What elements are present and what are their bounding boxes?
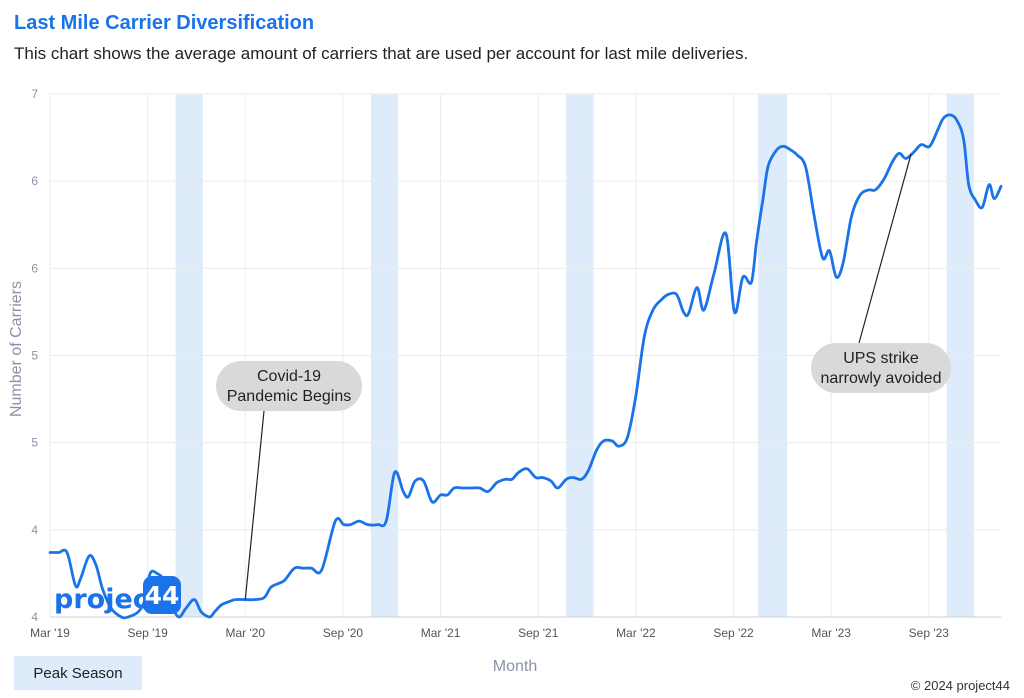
annotation-pointer [244,410,265,600]
y-tick-label: 4 [31,523,38,537]
x-tick-label: Mar '20 [225,626,265,640]
y-tick-label: 4 [31,610,38,624]
copyright-text: © 2024 project44 [910,678,1010,693]
x-tick-label: Sep '23 [909,626,950,640]
annotation-callout: Covid-19 Pandemic Begins [216,361,362,600]
x-tick-label: Sep '20 [323,626,364,640]
chart-title: Last Mile Carrier Diversification [14,12,315,34]
annotation-box [811,343,951,393]
annotation-text: UPS strike [843,350,919,367]
x-tick-label: Mar '21 [421,626,461,640]
logo-badge [143,576,181,614]
y-tick-label: 5 [31,436,38,450]
x-axis-title: Month [492,658,538,675]
carriers-series-line [48,113,1003,620]
y-axis-title: Number of Carriers [8,280,25,418]
y-tick-label: 7 [31,87,38,101]
annotation-text: Pandemic Begins [227,388,352,405]
y-tick-label: 5 [31,349,38,363]
y-tick-label: 6 [31,174,38,188]
x-tick-label: Sep '19 [127,626,168,640]
y-tick-label: 6 [31,261,38,275]
chart-subtitle: This chart shows the average amount of c… [14,44,749,63]
x-tick-label: Mar '23 [811,626,851,640]
x-tick-label: Sep '22 [713,626,754,640]
annotation-pointer [858,154,912,344]
annotation-text: Covid-19 [257,368,321,385]
x-tick-label: Mar '22 [616,626,656,640]
logo-number: 44 [145,581,180,610]
legend-peak-season: Peak Season [14,656,142,690]
annotation-box [216,361,362,411]
annotation-text: narrowly avoided [821,370,942,387]
annotation-callout: UPS strike narrowly avoided [811,154,951,393]
project44-logo: project 44 [54,576,181,615]
x-tick-label: Sep '21 [518,626,559,640]
x-tick-label: Mar '19 [30,626,70,640]
